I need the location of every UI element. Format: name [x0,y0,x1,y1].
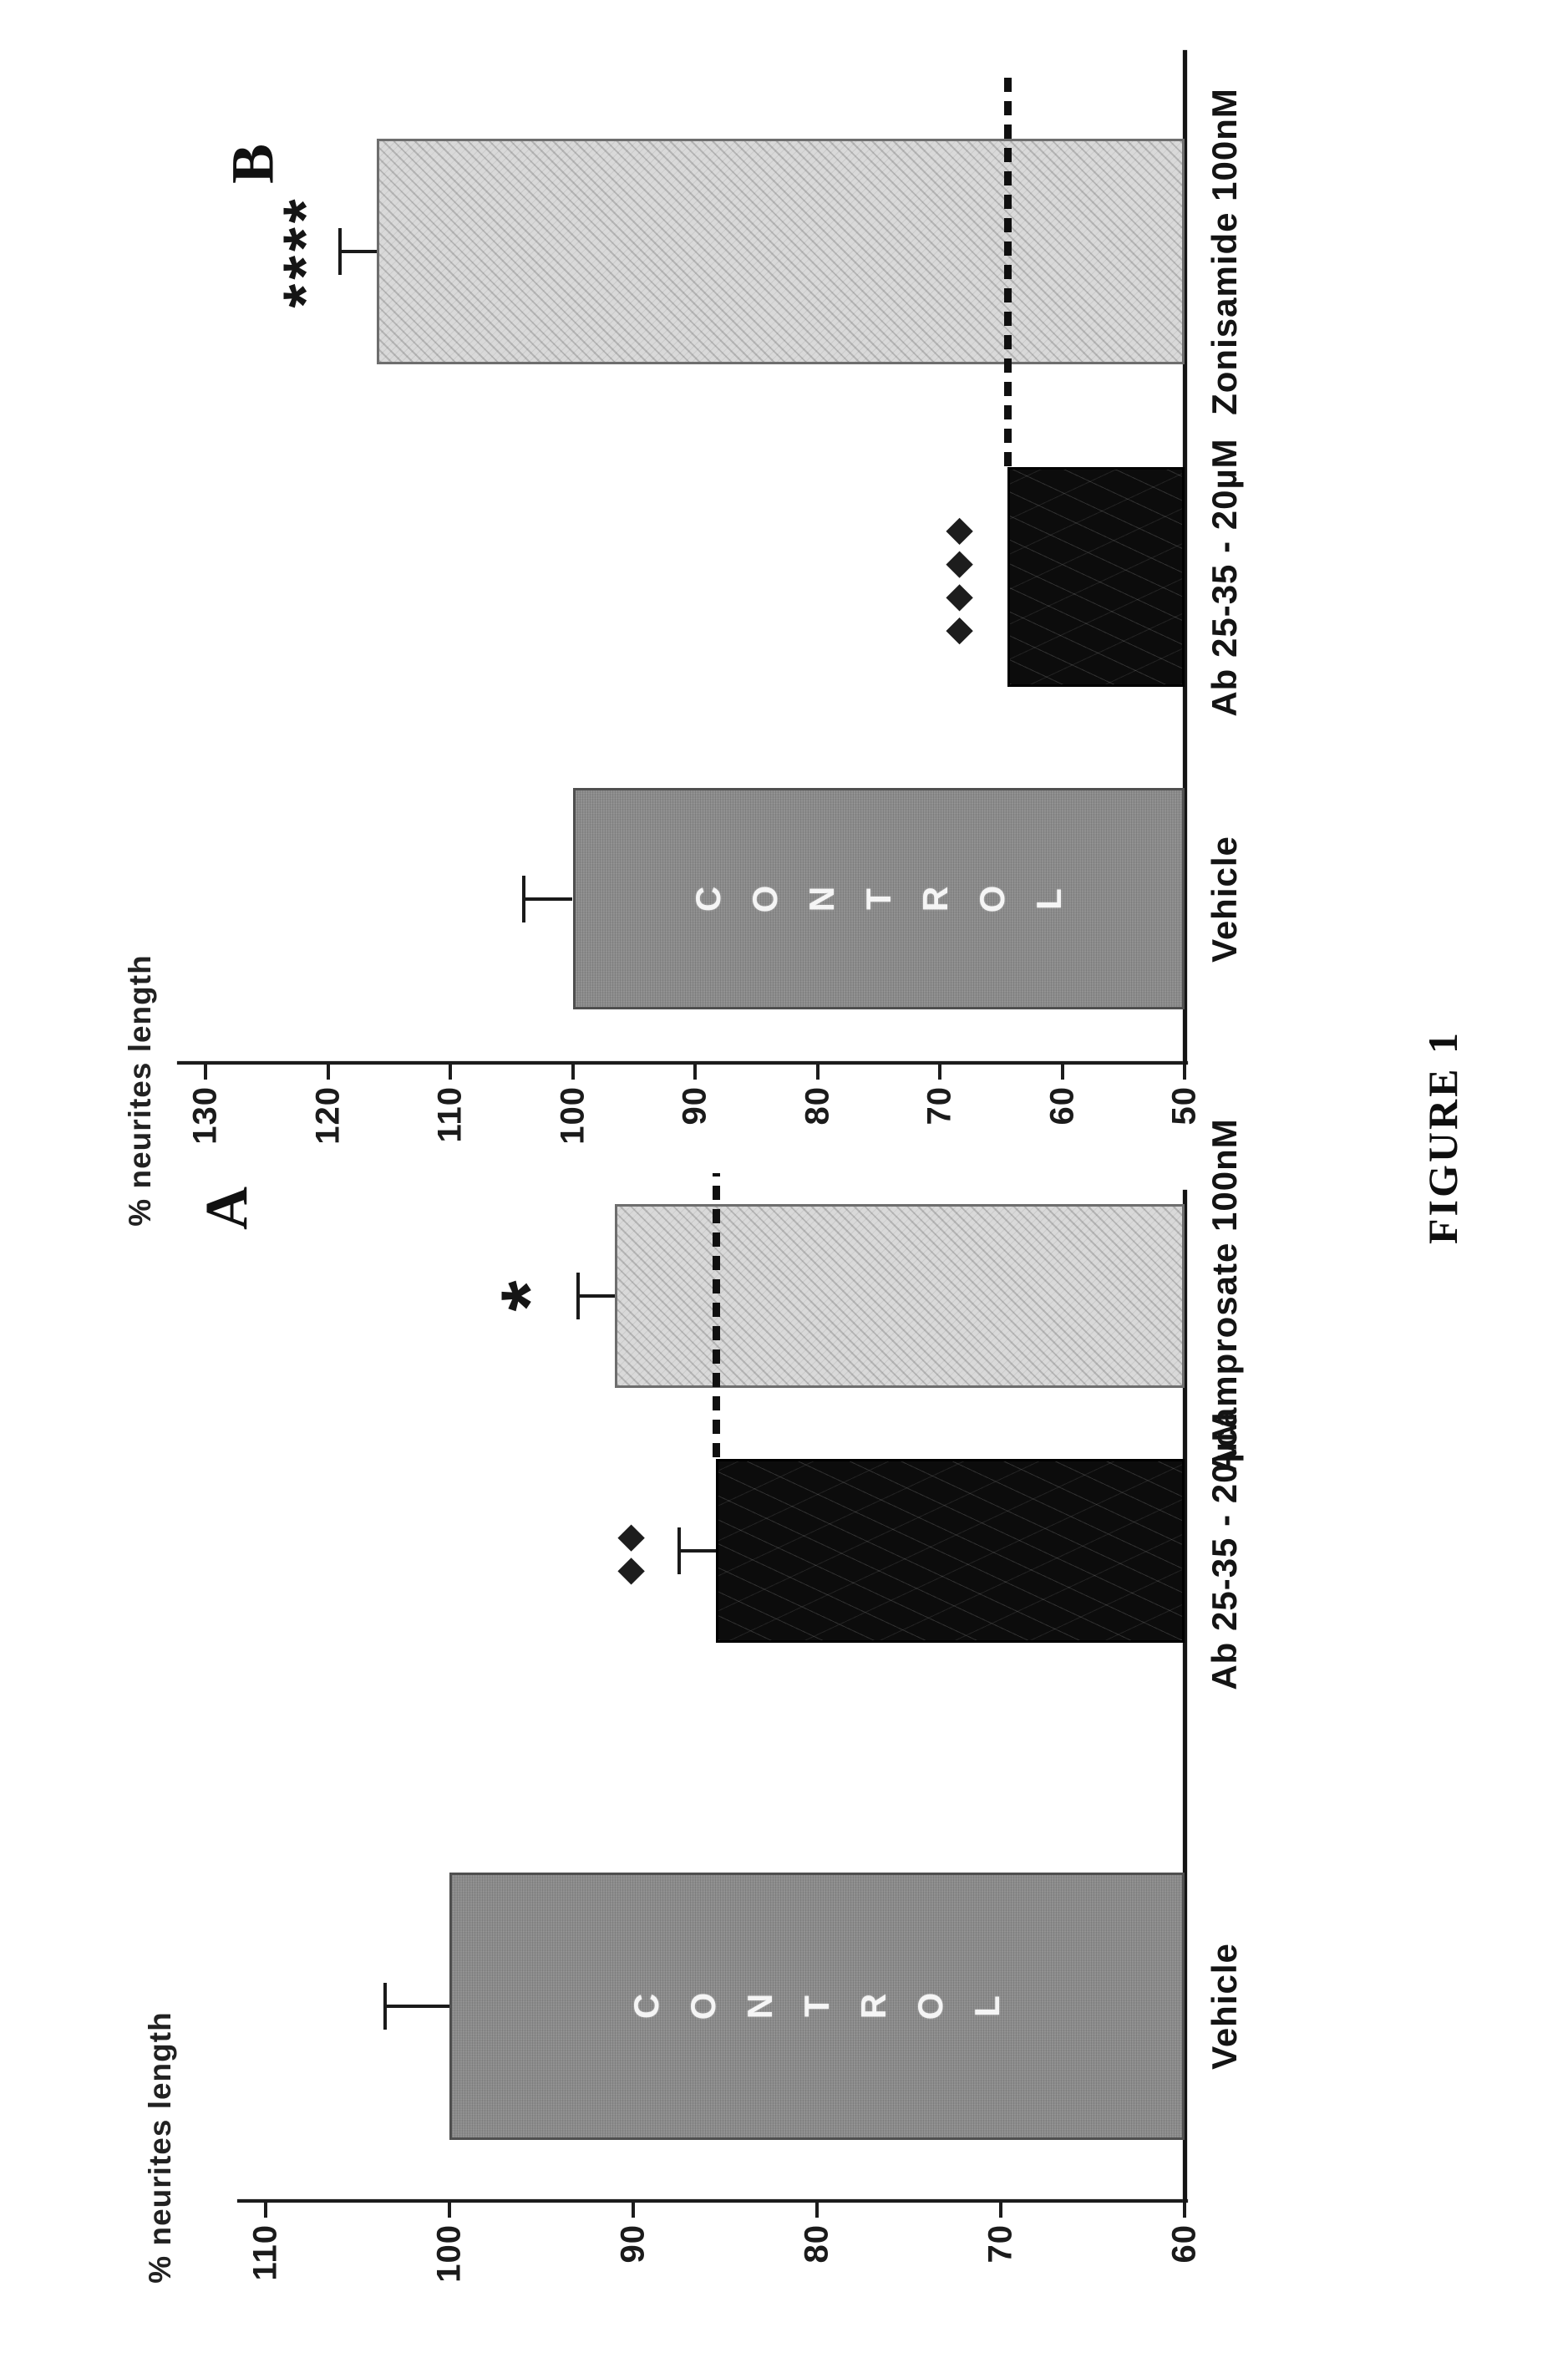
bar-ab-25-35-20-m [716,1459,1185,1643]
y-tick-B [938,1065,941,1080]
y-tick-B [815,1065,820,1080]
control-bar-letter: L [1028,888,1068,910]
panel-label-A: A [193,1187,261,1230]
y-tick-label-A: 90 [614,2224,652,2264]
error-bar-A [385,2005,449,2008]
diamond-significance-marks: ◆◆◆◆ [938,511,976,644]
y-axis-title-B: % neurites length [123,954,157,1227]
control-bar-letter: T [858,888,898,910]
y-tick-A [1183,2203,1186,2218]
y-tick-label-A: 60 [1165,2224,1203,2264]
control-bar-letter: L [967,1995,1007,2017]
y-tick-B [571,1065,575,1080]
asterisk-significance-marks: * [485,1280,574,1312]
category-label-A-2: Acamprosate 100nM [1205,1118,1244,1474]
diamond-significance-marks: ◆◆ [611,1517,647,1584]
figure-caption: FIGURE 1 [1419,1030,1466,1244]
category-label-B-2: Zonisamide 100nM [1205,88,1244,415]
y-tick-A [999,2203,1002,2218]
bar-acamprosate-100nm [615,1204,1185,1388]
control-bar-letter: O [972,885,1012,913]
y-tick-label-B: 70 [921,1086,958,1126]
y-tick-label-B: 100 [554,1086,591,1145]
control-bar-letter: C [688,886,728,912]
control-bar-letter: N [801,886,841,912]
y-tick-B [326,1065,330,1080]
y-axis-line-A [237,2199,1188,2203]
y-tick-label-B: 80 [799,1086,835,1126]
y-tick-B [693,1065,697,1080]
y-tick-A [815,2203,819,2218]
dashed-reference-line-A [713,1173,720,1457]
error-bar-cap-B [521,876,525,922]
control-bar-letter: C [627,1993,666,2020]
control-bar-letter: O [683,1992,723,2020]
error-bar-cap-A [383,1983,387,2030]
error-bar-B [340,250,378,253]
control-bar-letter: R [854,1993,893,2020]
error-bar-A [578,1294,615,1298]
error-bar-cap-A [576,1273,580,1319]
error-bar-A [679,1549,716,1553]
y-tick-A [264,2203,267,2218]
y-tick-label-A: 70 [982,2224,1019,2264]
y-tick-label-B: 120 [309,1086,346,1145]
control-bar-letter: R [915,886,955,912]
category-label-B-1: Ab 25-35 - 20µM [1205,438,1244,717]
dashed-reference-line-B [1003,72,1012,466]
y-tick-B [1183,1065,1186,1080]
y-tick-label-B: 60 [1043,1086,1080,1126]
y-tick-A [448,2203,451,2218]
asterisk-significance-marks: **** [270,195,340,308]
y-axis-title-A: % neurites length [143,2011,177,2284]
y-tick-A [632,2203,635,2218]
y-tick-label-B: 130 [186,1086,224,1145]
control-bar-letter: O [911,1992,950,2020]
y-tick-B [449,1065,452,1080]
control-bar-letter: O [744,885,784,913]
bar-ab-25-35-20-m [1007,467,1185,688]
control-bar-letter: N [740,1993,779,2020]
error-bar-cap-A [677,1527,681,1574]
panel-label-B: B [219,143,287,185]
y-tick-label-A: 100 [430,2224,468,2283]
y-tick-B [1060,1065,1064,1080]
y-tick-label-A: 110 [246,2224,284,2281]
category-label-B-0: Vehicle [1205,836,1244,963]
y-tick-B [204,1065,207,1080]
y-tick-label-B: 90 [676,1086,713,1126]
error-bar-B [523,897,573,901]
y-tick-label-B: 50 [1165,1086,1203,1126]
y-tick-label-A: 80 [798,2224,835,2264]
bar-zonisamide-100nm [377,139,1185,364]
category-label-A-0: Vehicle [1205,1943,1244,2070]
control-bar-letter: T [797,1995,836,2017]
y-tick-label-B: 110 [431,1086,469,1143]
